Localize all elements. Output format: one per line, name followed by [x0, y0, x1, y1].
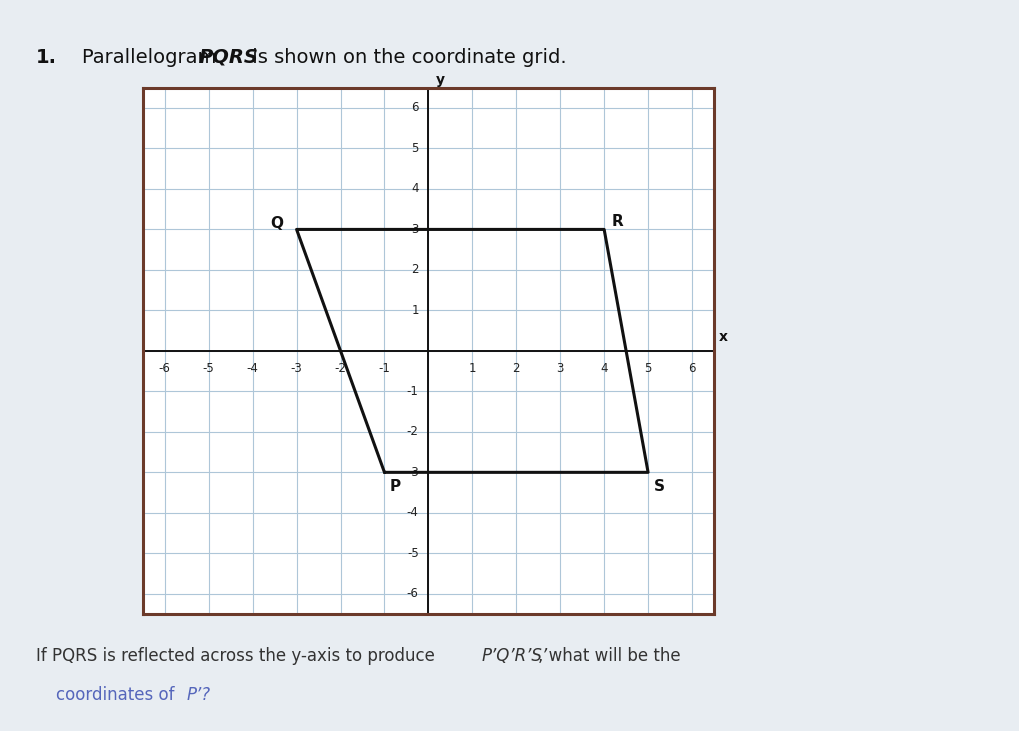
Text: 2: 2 — [411, 263, 419, 276]
Text: S: S — [653, 479, 664, 494]
Text: 5: 5 — [411, 142, 419, 155]
Text: 5: 5 — [644, 363, 651, 375]
Text: 1: 1 — [411, 304, 419, 317]
Text: coordinates of: coordinates of — [56, 686, 179, 704]
Text: Parallelogram: Parallelogram — [82, 48, 222, 67]
Text: P’Q’R’S’: P’Q’R’S’ — [481, 647, 547, 665]
Text: R: R — [610, 214, 623, 229]
Text: 6: 6 — [411, 102, 419, 115]
Text: P’?: P’? — [186, 686, 211, 704]
Text: PQRS: PQRS — [199, 48, 259, 67]
Text: y: y — [436, 72, 445, 86]
Text: -4: -4 — [407, 507, 419, 519]
Text: -6: -6 — [407, 587, 419, 600]
Text: -2: -2 — [407, 425, 419, 439]
Text: Q: Q — [270, 216, 283, 231]
Text: -1: -1 — [407, 385, 419, 398]
Text: -5: -5 — [203, 363, 214, 375]
Text: -6: -6 — [159, 363, 170, 375]
Text: -3: -3 — [407, 466, 419, 479]
Text: P: P — [389, 479, 400, 494]
Text: 3: 3 — [411, 223, 419, 236]
Text: -2: -2 — [334, 363, 346, 375]
Text: 1.: 1. — [36, 48, 57, 67]
Text: is shown on the coordinate grid.: is shown on the coordinate grid. — [246, 48, 566, 67]
Text: 6: 6 — [688, 363, 695, 375]
Text: -3: -3 — [290, 363, 303, 375]
Text: , what will be the: , what will be the — [537, 647, 680, 665]
Text: If PQRS is reflected across the y-axis to produce: If PQRS is reflected across the y-axis t… — [36, 647, 439, 665]
Text: 2: 2 — [512, 363, 520, 375]
Text: x: x — [717, 330, 727, 344]
Text: -4: -4 — [247, 363, 259, 375]
Text: 4: 4 — [600, 363, 607, 375]
Text: 3: 3 — [556, 363, 564, 375]
Text: -5: -5 — [407, 547, 419, 560]
Text: 4: 4 — [411, 183, 419, 195]
Text: -1: -1 — [378, 363, 390, 375]
Text: 1: 1 — [468, 363, 476, 375]
